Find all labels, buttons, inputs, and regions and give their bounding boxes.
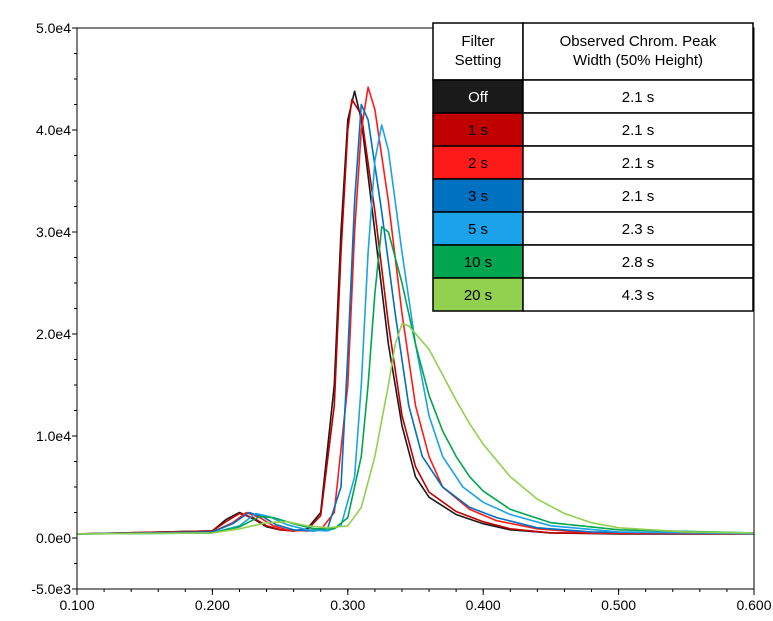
y-tick-label: 3.0e4: [36, 224, 71, 240]
y-tick-label: 4.0e4: [36, 122, 71, 138]
peak-width-value: 4.3 s: [622, 287, 655, 304]
header-width-line: Observed Chrom. Peak: [560, 33, 717, 50]
series-layer: [76, 86, 755, 535]
x-tick-label: 0.600: [736, 597, 771, 613]
filter-setting-label: 1 s: [468, 122, 488, 139]
peak-width-value: 2.8 s: [622, 254, 655, 271]
swatch-cell: [432, 178, 524, 213]
filter-setting-label: 20 s: [464, 287, 492, 304]
width-cell: [522, 211, 754, 246]
swatch-cell: [432, 112, 524, 147]
width-cell: [522, 112, 754, 147]
swatch-cell: [432, 244, 524, 279]
x-tick-label: 0.100: [59, 597, 94, 613]
y-tick-label: 2.0e4: [36, 326, 71, 342]
y-tick-label: 1.0e4: [36, 428, 71, 444]
header-setting-line: Filter: [461, 33, 494, 50]
peak-width-value: 2.1 s: [622, 188, 655, 205]
width-cell: [522, 145, 754, 180]
filter-setting-label: 5 s: [468, 221, 488, 238]
peak-width-value: 2.1 s: [622, 155, 655, 172]
peak-width-value: 2.3 s: [622, 221, 655, 238]
x-tick-label: 0.300: [330, 597, 365, 613]
width-cell: [522, 178, 754, 213]
peak-width-value: 2.1 s: [622, 89, 655, 106]
header-width-line: Width (50% Height): [573, 52, 703, 69]
width-cell: [522, 277, 754, 312]
y-tick-label: 5.0e4: [36, 20, 71, 36]
filter-setting-label: 3 s: [468, 188, 488, 205]
legend-table: Filter Setting Observed Chrom. Peak Width (…: [432, 22, 754, 312]
axes: 5.0e4 4.0e4 3.0e4 2.0e4 1.0e4 0.0e0 -5.0e30.10…: [31, 20, 771, 613]
swatch-cell: [432, 145, 524, 180]
peak-width-value: 2.1 s: [622, 122, 655, 139]
swatch-cell: [432, 277, 524, 312]
swatch-cell: [432, 211, 524, 246]
series-line-20s: [76, 322, 755, 535]
filter-setting-label: 10 s: [464, 254, 492, 271]
filter-setting-label: 2 s: [468, 155, 488, 172]
series-line-10s: [76, 226, 755, 535]
x-tick-label: 0.500: [601, 597, 636, 613]
swatch-cell: [432, 79, 524, 114]
x-tick-label: 0.200: [195, 597, 230, 613]
y-tick-label: 0.0e0: [36, 530, 71, 546]
header-setting-line: Setting: [455, 52, 502, 69]
filter-setting-label: Off: [468, 89, 489, 106]
y-tick-label: -5.0e3: [31, 581, 71, 597]
width-cell: [522, 79, 754, 114]
x-tick-label: 0.400: [466, 597, 501, 613]
series-line-2s: [76, 86, 755, 535]
